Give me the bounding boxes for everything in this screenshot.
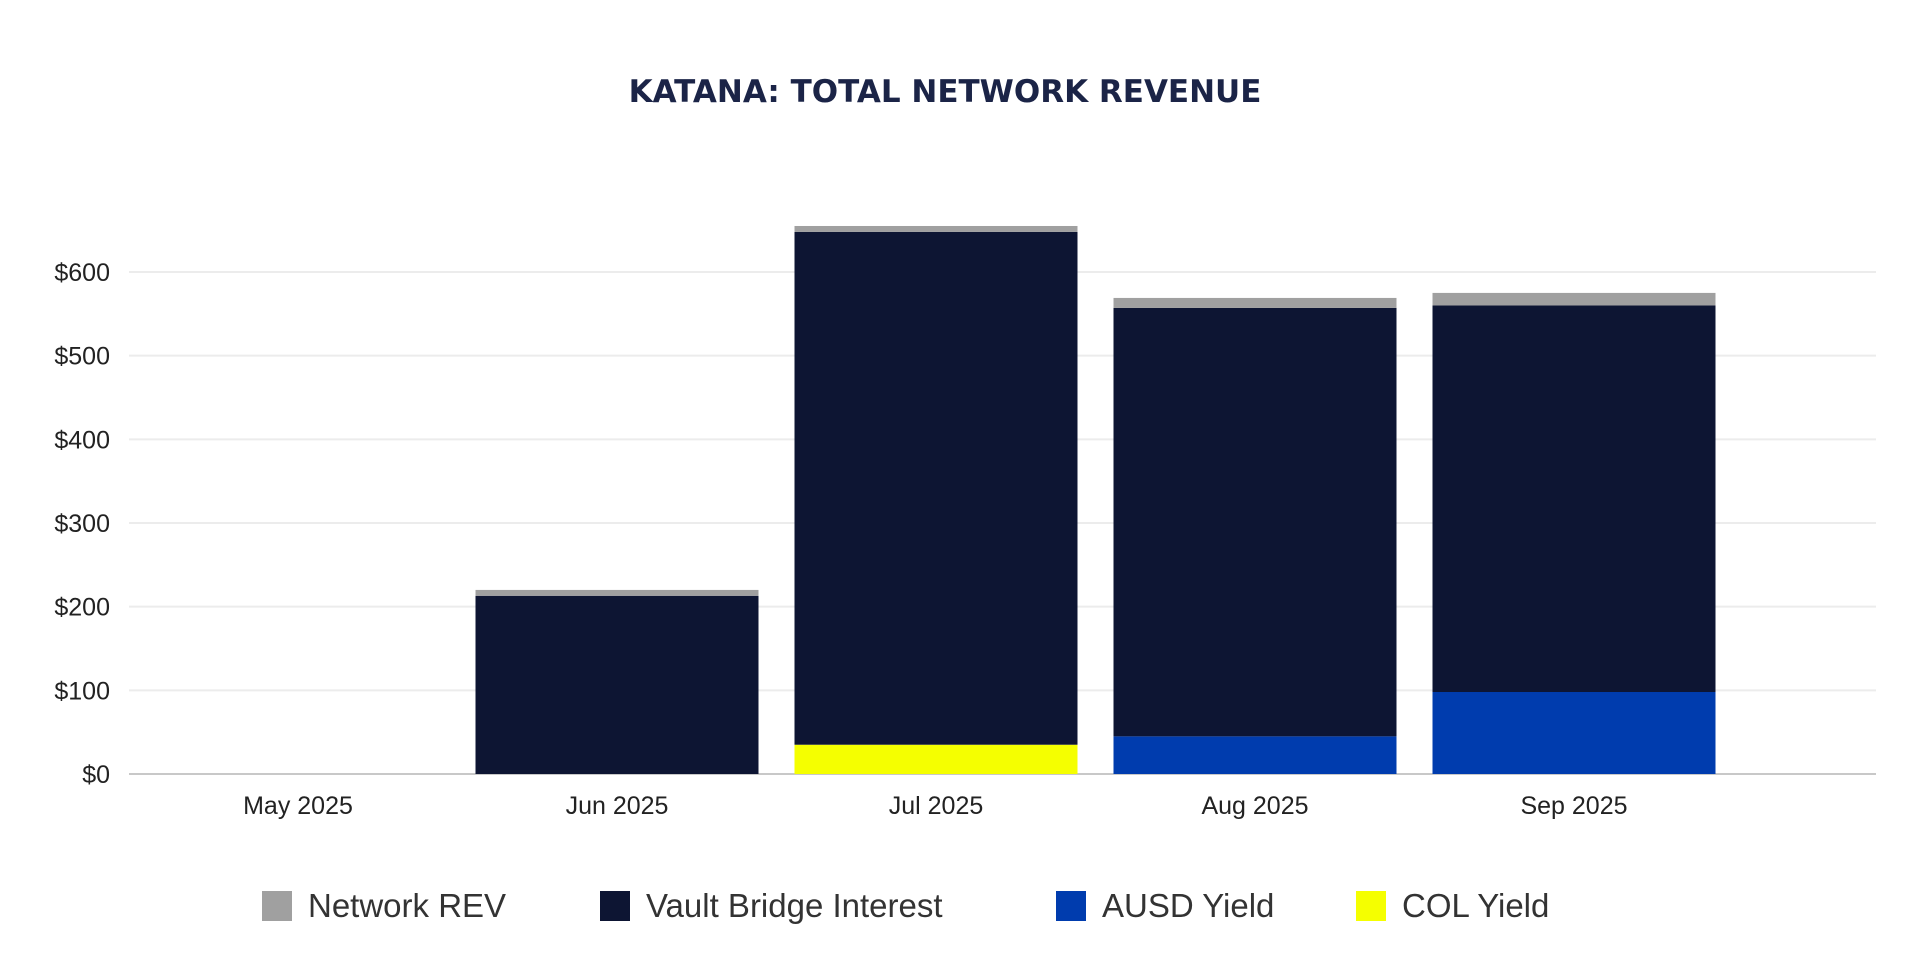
y-tick-label: $300 xyxy=(54,510,110,538)
bar-segment-network-rev xyxy=(1432,292,1716,306)
y-tick-label: $0 xyxy=(82,761,110,789)
legend-swatch xyxy=(600,891,630,921)
bar-segment-vault-bridge-interest xyxy=(794,231,1078,745)
legend-swatch xyxy=(1056,891,1086,921)
x-tick-label: Aug 2025 xyxy=(1201,792,1308,820)
bar-segment-ausd-yield xyxy=(1432,692,1716,774)
y-tick-label: $600 xyxy=(54,259,110,287)
legend-item: COL Yield xyxy=(1356,887,1549,924)
y-tick-label: $200 xyxy=(54,594,110,622)
bar-segment-network-rev xyxy=(475,589,759,596)
bar-segment-network-rev xyxy=(1113,297,1397,308)
bar-segment-vault-bridge-interest xyxy=(475,595,759,774)
legend-label: Vault Bridge Interest xyxy=(646,887,943,924)
y-tick-label: $400 xyxy=(54,426,110,454)
legend-item: AUSD Yield xyxy=(1056,887,1274,924)
y-tick-label: $500 xyxy=(54,343,110,371)
x-tick-label: Sep 2025 xyxy=(1520,792,1627,820)
legend-item: Network REV xyxy=(262,887,506,924)
legend-label: AUSD Yield xyxy=(1102,887,1274,924)
bar-segment-ausd-yield xyxy=(1113,736,1397,774)
x-tick-label: Jul 2025 xyxy=(889,792,984,820)
bar-segment-col-yield xyxy=(794,744,1078,774)
x-tick-label: May 2025 xyxy=(243,792,353,820)
bar-segment-vault-bridge-interest xyxy=(1113,307,1397,737)
y-tick-label: $100 xyxy=(54,677,110,705)
legend-swatch xyxy=(262,891,292,921)
bar-segment-network-rev xyxy=(794,225,1078,232)
bar-segment-vault-bridge-interest xyxy=(1432,305,1716,693)
legend-label: Network REV xyxy=(308,887,506,924)
chart-title: KATANA: TOTAL NETWORK REVENUE xyxy=(629,74,1262,110)
legend-swatch xyxy=(1356,891,1386,921)
legend-label: COL Yield xyxy=(1402,887,1549,924)
legend-item: Vault Bridge Interest xyxy=(600,887,943,924)
x-tick-label: Jun 2025 xyxy=(566,792,669,820)
